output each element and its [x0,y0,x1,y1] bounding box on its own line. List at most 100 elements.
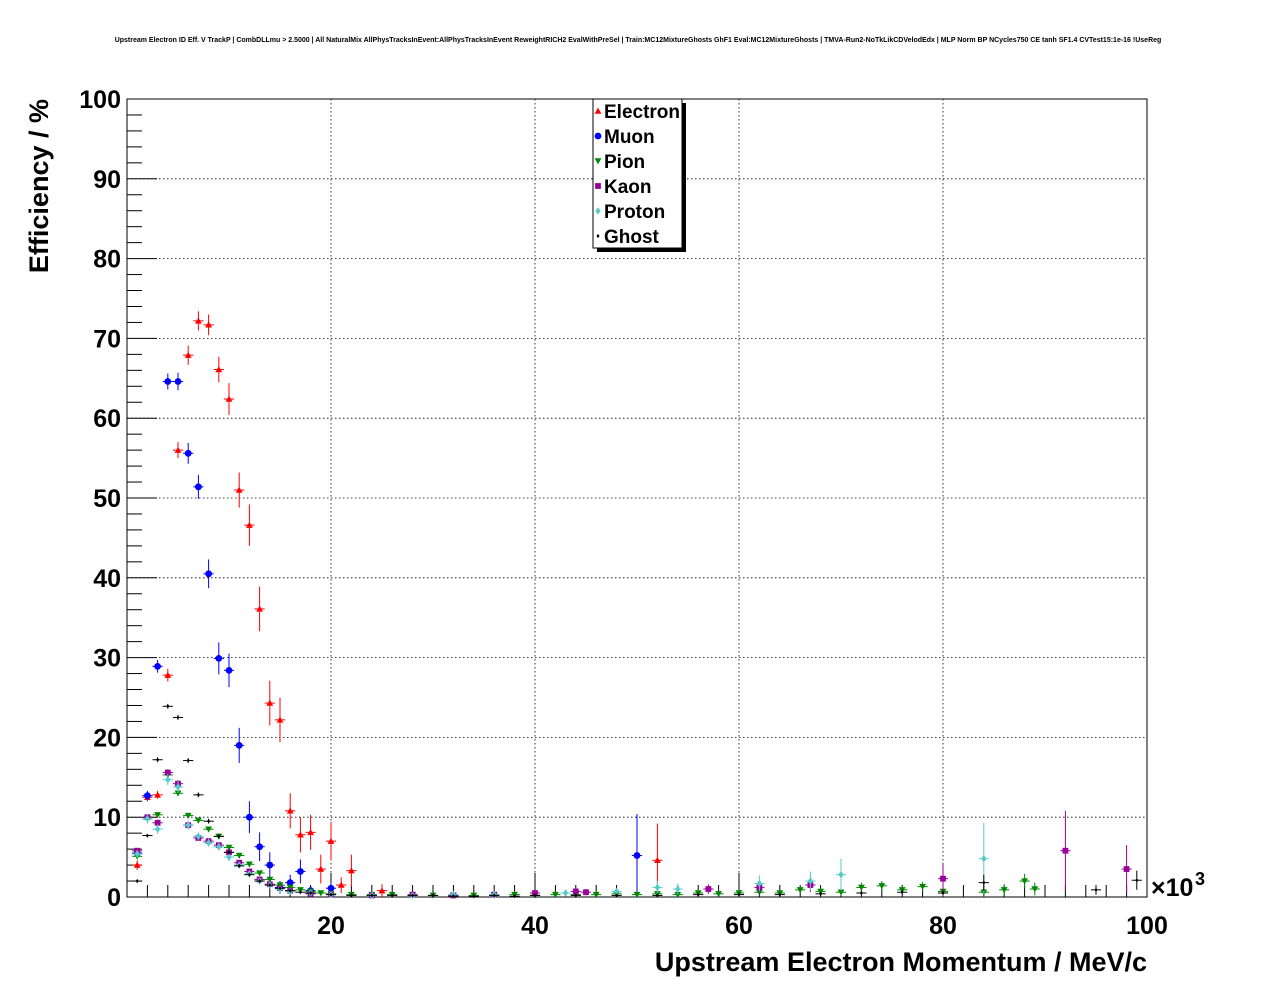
data-point [223,383,235,416]
data-point [162,373,173,390]
data-marker [756,879,763,888]
legend-entry-electron: Electron [594,102,680,123]
data-point [264,882,275,888]
legend-label: Ghost [604,227,660,248]
data-marker [205,570,213,578]
data-point [264,852,275,878]
data-point [254,586,265,632]
data-point [652,893,663,898]
data-point [244,504,255,546]
data-point [193,817,204,824]
data-marker [654,856,661,864]
data-marker [329,892,333,897]
data-point [172,442,184,459]
data-point [917,881,928,892]
legend-marker [595,207,601,215]
data-point [591,891,602,899]
data-marker [378,887,386,894]
data-marker [235,486,243,493]
data-point [407,893,418,898]
data-series [132,311,1142,900]
data-marker [633,891,641,899]
data-marker [226,853,232,861]
data-point [795,886,806,894]
data-point [774,892,785,897]
data-marker [286,807,294,814]
data-point [183,345,194,365]
legend-label: Electron [604,102,680,123]
data-point [254,878,265,884]
data-point [172,715,184,720]
data-point [468,894,479,899]
data-point [835,858,847,891]
data-point [244,801,255,834]
data-point [285,874,296,891]
data-marker [216,842,222,851]
data-marker [633,852,641,859]
data-point [754,875,765,892]
legend-marker [594,158,602,165]
data-point [132,878,143,884]
data-point [805,871,816,891]
y-tick-label: 100 [79,86,121,114]
data-marker [533,893,537,898]
data-point [570,893,581,898]
data-marker [778,892,782,897]
data-marker [246,813,253,821]
data-marker [266,699,274,706]
data-marker [592,891,600,899]
data-point [856,882,867,893]
data-point [223,850,235,855]
data-point [132,849,143,858]
data-point [183,820,194,830]
data-marker [144,792,151,800]
data-point [213,833,224,839]
data-marker [492,893,496,898]
data-marker [513,894,517,899]
data-marker [572,888,579,895]
data-marker [655,893,659,898]
data-point [203,314,214,336]
data-point [172,372,184,391]
data-marker [574,893,578,898]
y-tick-labels: 0 10 20 30 40 50 60 70 80 90 100 [79,86,121,912]
data-point [1019,873,1030,889]
x-tick-label: 80 [929,912,957,940]
data-point [376,884,388,897]
data-point [489,893,500,898]
data-point [223,844,235,851]
data-marker [278,886,282,891]
data-point [295,817,306,853]
data-point [427,893,439,898]
data-point [509,894,520,899]
data-marker [227,850,231,855]
data-point [703,884,714,894]
legend-label: Proton [604,202,665,223]
data-marker [675,885,681,893]
data-point [366,893,377,898]
data-marker [225,844,233,851]
data-marker [207,819,211,824]
data-marker [196,792,200,797]
data-marker [297,831,304,838]
data-marker [134,850,140,858]
legend-entry-muon: Muon [594,127,655,148]
legend-marker [596,233,600,239]
data-point [937,890,949,896]
data-marker [268,882,272,888]
data-marker [215,366,223,373]
data-point [325,821,337,861]
data-marker [796,887,804,894]
data-marker [552,891,559,899]
data-point [550,891,561,899]
data-point [234,852,245,859]
data-point [713,891,724,898]
x-axis-label: Upstream Electron Momentum / MeV/c [655,947,1147,977]
data-point [142,790,153,801]
data-point [1090,885,1102,895]
legend-marker [594,132,602,140]
legend-label: Muon [604,127,655,148]
series-ghost [132,703,1142,899]
data-marker [858,884,865,891]
data-point [244,872,255,877]
